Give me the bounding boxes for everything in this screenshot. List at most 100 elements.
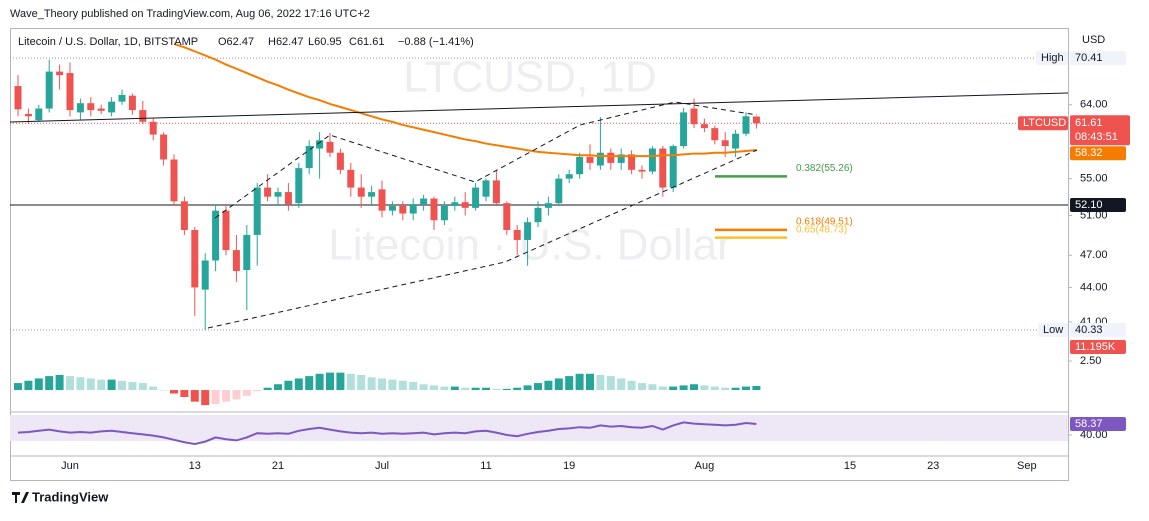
- macd-bar: [138, 383, 147, 391]
- candle-body: [87, 103, 95, 111]
- macd-bar: [378, 378, 386, 391]
- footer-logo: TradingView: [32, 489, 109, 504]
- ma-label-box: [1070, 146, 1126, 161]
- candle-body: [565, 174, 573, 179]
- candle-body: [35, 108, 43, 121]
- macd-bar: [242, 390, 251, 396]
- candle-body: [128, 95, 136, 111]
- macd-bar: [357, 374, 366, 391]
- macd-bar: [107, 379, 116, 391]
- macd-bar: [419, 384, 428, 391]
- high-label: 70.41: [1075, 52, 1103, 64]
- candle-body: [513, 229, 521, 240]
- candle-body: [118, 94, 126, 102]
- macd-bar: [190, 390, 199, 402]
- channel-line: [214, 101, 758, 219]
- candle-body: [201, 260, 209, 290]
- macd-bar: [606, 376, 615, 391]
- fib-label: 0.382(55.26): [796, 163, 853, 174]
- candle-body: [180, 201, 188, 230]
- y-tick-label: 51.00: [1080, 209, 1108, 221]
- symbol-badge: LTCUSD: [1023, 117, 1066, 129]
- macd-bar: [648, 384, 657, 391]
- candle-body: [461, 202, 469, 208]
- x-tick-label: Jun: [61, 460, 79, 472]
- candle-body: [368, 192, 376, 197]
- macd-bar: [627, 380, 636, 391]
- macd-bar: [55, 374, 64, 391]
- macd-bar: [284, 380, 293, 391]
- macd-bar: [222, 390, 230, 402]
- macd-bar: [66, 376, 74, 391]
- x-tick-label: 15: [844, 460, 856, 472]
- candle-body: [409, 204, 417, 214]
- candle-body: [586, 156, 594, 163]
- fib-label: 0.65(48.73): [796, 224, 847, 235]
- macd-bar: [263, 387, 272, 391]
- candle-body: [232, 250, 240, 272]
- low-name-box: [1038, 322, 1068, 337]
- macd-bar: [586, 373, 594, 391]
- candle-body: [170, 159, 178, 202]
- macd-bar: [554, 378, 563, 391]
- macd-bar: [315, 373, 324, 391]
- rsi-line: [17, 421, 757, 446]
- macd-bar: [336, 372, 345, 391]
- candle-body: [420, 198, 428, 205]
- y-tick-label: 47.00: [1080, 249, 1108, 261]
- candle-body: [440, 205, 448, 221]
- candle-body: [66, 73, 74, 111]
- candle-body: [742, 116, 750, 134]
- macd-bar: [180, 390, 189, 397]
- change: −0.88 (−1.41%): [398, 36, 474, 48]
- macd-bar: [118, 380, 126, 391]
- x-tick-label: 23: [927, 460, 939, 472]
- candle-body: [430, 198, 438, 221]
- macd-bar: [565, 376, 574, 391]
- macd-bar: [482, 387, 490, 391]
- candle-body: [108, 101, 116, 113]
- x-tick-label: Jul: [375, 460, 389, 472]
- macd-bar: [742, 386, 750, 391]
- macd-bar: [638, 383, 646, 391]
- volume-label: 11.195K: [1075, 341, 1116, 353]
- candle-body: [253, 187, 261, 235]
- y-tick-label: 40.00: [1080, 429, 1108, 441]
- macd-bar: [575, 373, 584, 391]
- candle-body: [680, 112, 688, 147]
- macd-bar: [305, 376, 314, 391]
- macd-bar: [679, 385, 688, 391]
- candle-body: [243, 234, 251, 271]
- candle-body: [472, 187, 480, 208]
- macd-bar: [430, 385, 438, 391]
- macd-bar: [346, 373, 355, 391]
- macd-bar: [440, 386, 449, 391]
- macd-bar: [523, 385, 532, 391]
- macd-bar: [409, 381, 418, 391]
- support-label: 52.10: [1075, 199, 1103, 211]
- candle-body: [336, 152, 344, 170]
- macd-bar: [513, 387, 522, 391]
- macd-bar: [24, 380, 33, 391]
- high-label-box: [1070, 51, 1126, 66]
- countdown: 08:43:51: [1075, 131, 1118, 143]
- candle-body: [160, 134, 168, 160]
- candle-body: [544, 203, 552, 208]
- x-tick-label: Sep: [1017, 460, 1037, 472]
- volume-label-box: [1070, 340, 1126, 354]
- macd-bar: [388, 379, 397, 391]
- candle-body: [316, 140, 324, 149]
- candle-body: [659, 148, 667, 188]
- high-name: High: [1041, 52, 1064, 64]
- candle-body: [305, 146, 313, 169]
- candle-body: [638, 169, 646, 172]
- candle-body: [648, 148, 656, 172]
- candle-body: [222, 210, 230, 251]
- candle-body: [732, 133, 740, 149]
- macd-bar: [398, 380, 407, 391]
- rsi-label-box: [1070, 416, 1126, 431]
- candle-body: [524, 222, 532, 240]
- candle-body: [700, 124, 708, 129]
- candle-body: [191, 229, 199, 288]
